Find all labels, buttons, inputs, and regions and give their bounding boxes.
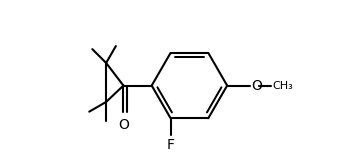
Text: F: F: [167, 138, 175, 152]
Text: CH₃: CH₃: [272, 81, 293, 91]
Text: O: O: [251, 79, 262, 93]
Text: O: O: [118, 118, 129, 132]
